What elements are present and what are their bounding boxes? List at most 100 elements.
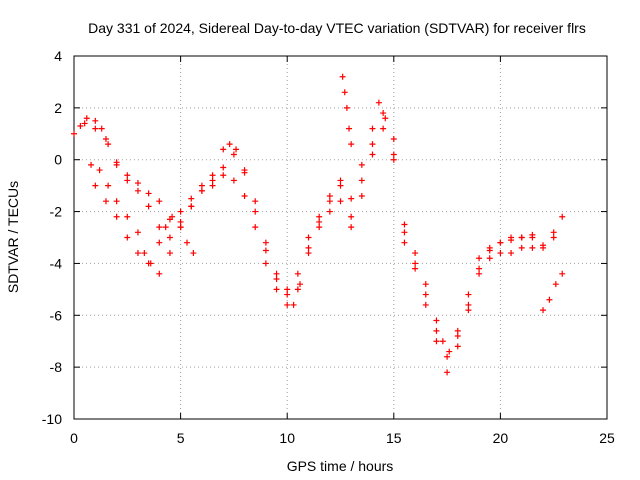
data-point bbox=[156, 224, 163, 231]
data-point bbox=[343, 104, 350, 111]
data-point bbox=[241, 193, 248, 200]
x-tick-label: 0 bbox=[70, 430, 78, 446]
data-point bbox=[316, 218, 323, 225]
data-point bbox=[412, 265, 419, 272]
data-point bbox=[241, 167, 248, 174]
data-point bbox=[113, 198, 120, 205]
data-point bbox=[326, 198, 333, 205]
data-point bbox=[369, 151, 376, 158]
data-point bbox=[546, 296, 553, 303]
data-point bbox=[559, 213, 566, 220]
data-point bbox=[316, 224, 323, 231]
data-point bbox=[162, 224, 169, 231]
data-point bbox=[230, 151, 237, 158]
y-tick-label: -8 bbox=[50, 359, 63, 375]
data-point bbox=[465, 301, 472, 308]
data-point bbox=[226, 141, 233, 148]
data-point bbox=[529, 244, 536, 251]
data-point bbox=[102, 135, 109, 142]
data-point bbox=[273, 270, 280, 277]
data-point bbox=[444, 369, 451, 376]
data-point bbox=[305, 234, 312, 241]
data-point bbox=[412, 260, 419, 267]
data-point bbox=[348, 213, 355, 220]
data-point bbox=[476, 265, 483, 272]
data-point bbox=[284, 286, 291, 293]
data-point bbox=[529, 231, 536, 238]
x-tick-label: 15 bbox=[386, 430, 402, 446]
data-point bbox=[284, 301, 291, 308]
data-point bbox=[433, 327, 440, 334]
data-point bbox=[188, 203, 195, 210]
data-point bbox=[339, 73, 346, 80]
data-point bbox=[198, 187, 205, 194]
data-point bbox=[540, 307, 547, 314]
data-point bbox=[134, 180, 141, 187]
data-point bbox=[209, 177, 216, 184]
plot-frame bbox=[73, 55, 608, 420]
data-point bbox=[348, 224, 355, 231]
grid bbox=[74, 56, 607, 419]
data-point bbox=[358, 177, 365, 184]
y-tick-label: -4 bbox=[50, 255, 63, 271]
data-point bbox=[88, 161, 95, 168]
y-tick-label: -6 bbox=[50, 307, 63, 323]
data-point bbox=[401, 239, 408, 246]
data-point bbox=[177, 224, 184, 231]
data-point bbox=[305, 244, 312, 251]
data-point bbox=[401, 221, 408, 228]
data-point bbox=[497, 250, 504, 257]
data-point bbox=[105, 141, 112, 148]
data-point bbox=[446, 348, 453, 355]
data-point bbox=[220, 146, 227, 153]
data-point bbox=[98, 125, 105, 132]
y-tick-label: 0 bbox=[54, 152, 62, 168]
data-point bbox=[550, 229, 557, 236]
x-tick-label: 20 bbox=[493, 430, 509, 446]
data-point bbox=[294, 286, 301, 293]
data-point bbox=[412, 250, 419, 257]
data-point bbox=[156, 239, 163, 246]
series-trace-c bbox=[88, 125, 566, 376]
data-point bbox=[145, 190, 152, 197]
data-point bbox=[145, 203, 152, 210]
y-tick-label: -10 bbox=[42, 411, 62, 427]
data-point bbox=[305, 250, 312, 257]
x-axis-label: GPS time / hours bbox=[287, 458, 394, 474]
data-point bbox=[198, 182, 205, 189]
data-point bbox=[559, 270, 566, 277]
data-point bbox=[262, 247, 269, 254]
data-point bbox=[433, 338, 440, 345]
data-point bbox=[124, 234, 131, 241]
data-point bbox=[77, 123, 84, 130]
data-point bbox=[92, 182, 99, 189]
data-point bbox=[337, 177, 344, 184]
data-point bbox=[326, 208, 333, 215]
chart-title: Day 331 of 2024, Sidereal Day-to-day VTE… bbox=[88, 20, 586, 36]
data-point bbox=[190, 250, 197, 257]
data-point bbox=[230, 177, 237, 184]
data-point bbox=[156, 198, 163, 205]
data-point bbox=[296, 281, 303, 288]
data-point bbox=[341, 89, 348, 96]
y-tick-label: 4 bbox=[54, 48, 62, 64]
data-point bbox=[233, 146, 240, 153]
data-point bbox=[71, 130, 77, 137]
data-point bbox=[273, 286, 280, 293]
data-point bbox=[220, 172, 227, 179]
data-point bbox=[497, 239, 504, 246]
data-point bbox=[177, 218, 184, 225]
data-point bbox=[375, 99, 382, 106]
data-point bbox=[134, 187, 141, 194]
data-point bbox=[439, 338, 446, 345]
data-point bbox=[166, 234, 173, 241]
data-point bbox=[220, 164, 227, 171]
data-point bbox=[113, 213, 120, 220]
data-point bbox=[444, 353, 451, 360]
data-point bbox=[348, 141, 355, 148]
data-point bbox=[380, 110, 387, 117]
x-tick-label: 5 bbox=[177, 430, 185, 446]
data-point bbox=[284, 291, 291, 298]
data-point bbox=[102, 198, 109, 205]
data-point bbox=[81, 120, 88, 127]
